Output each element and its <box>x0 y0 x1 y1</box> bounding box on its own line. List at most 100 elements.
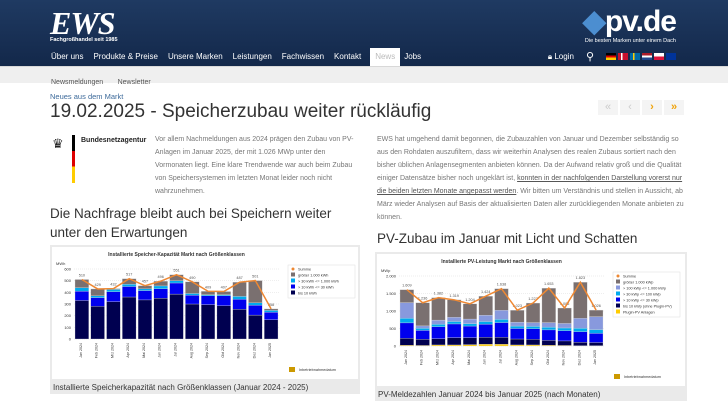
legend-swatch <box>616 297 620 302</box>
german-flag-bar <box>72 135 75 183</box>
x-tick-label: Jan 2025 <box>268 343 272 358</box>
login-link[interactable]: 🔒︎ Login <box>547 51 574 61</box>
data-label: 429 <box>94 283 100 287</box>
bar-segment <box>264 319 279 340</box>
bar-segment <box>137 290 152 301</box>
bar-segment <box>90 306 105 340</box>
x-tick-label: Apr 2024 <box>126 343 130 358</box>
figure-pv: Installierte PV-Leistung Markt nach Größ… <box>375 252 687 401</box>
x-tick-label: Jul 2024 <box>499 350 503 364</box>
bar-segment <box>74 300 89 340</box>
x-tick-label: Jun 2024 <box>483 350 487 365</box>
data-label: 258 <box>268 303 274 307</box>
nav-fachwissen[interactable]: Fachwissen <box>281 52 325 61</box>
bar-segment <box>494 310 509 320</box>
flag-dk-icon[interactable] <box>618 53 628 60</box>
bar-segment <box>399 318 414 324</box>
data-label: 517 <box>126 273 132 277</box>
bar-segment <box>431 324 446 327</box>
x-tick-label: Aug 2024 <box>189 343 193 358</box>
bar-segment <box>510 325 525 329</box>
chart-title: Installierte PV-Leistung Markt nach Größ… <box>441 259 562 265</box>
y-tick-label: 300 <box>64 302 71 307</box>
bar-segment <box>557 330 572 342</box>
bar-segment <box>185 293 200 296</box>
bar-segment <box>415 330 430 340</box>
nav-über-uns[interactable]: Über uns <box>51 52 84 61</box>
legend-swatch <box>291 284 295 289</box>
legend-item: größer 1.000 kWh <box>298 274 328 278</box>
bar-segment <box>573 282 588 319</box>
legend-item: > 30 kWh <= 1.000 kWh <box>298 280 339 284</box>
bar-segment <box>137 299 152 340</box>
bar-segment <box>589 316 604 330</box>
sum-line <box>406 280 597 312</box>
y-tick-label: 1.000 <box>386 309 397 314</box>
data-label: 1.823 <box>576 276 586 280</box>
bar-segment <box>106 289 121 292</box>
y-tick-label: 0 <box>394 344 397 349</box>
bar-segment <box>447 317 462 322</box>
nav-news[interactable]: News <box>370 48 401 66</box>
nav-kontakt[interactable]: Kontakt <box>334 52 362 61</box>
bar-segment <box>216 294 231 296</box>
bar-segment <box>399 302 414 319</box>
data-label: 551 <box>173 269 179 273</box>
bar-segment <box>526 328 541 340</box>
bar-segment <box>462 344 477 347</box>
last-button[interactable]: » <box>664 100 684 115</box>
breadcrumb[interactable]: Neues aus dem Markt <box>50 92 124 101</box>
first-button[interactable]: « <box>598 100 618 115</box>
bar-segment <box>431 344 446 347</box>
bar-segment <box>90 295 105 298</box>
flag-nl-icon[interactable] <box>642 53 652 60</box>
x-tick-label: Okt 2024 <box>221 343 225 358</box>
flag-pl-icon[interactable] <box>654 53 664 60</box>
data-label: 1.424 <box>481 290 491 294</box>
y-tick-label: 100 <box>64 325 71 330</box>
chart-footer: Inbetriebnahmedatum <box>624 375 661 379</box>
bar-segment <box>573 331 588 343</box>
flag-de-icon[interactable] <box>606 53 616 60</box>
nav-unsere-marken[interactable]: Unsere Marken <box>167 52 223 61</box>
legend-box <box>287 264 356 299</box>
search-icon[interactable]: ⚲ <box>585 51 594 63</box>
nav-produkte-preise[interactable]: Produkte & Preise <box>93 52 158 61</box>
data-label: 490 <box>189 276 195 280</box>
bar-segment <box>541 322 556 328</box>
bar-segment <box>447 323 462 338</box>
nav-jobs[interactable]: Jobs <box>404 52 422 61</box>
data-label: 1.609 <box>402 284 412 288</box>
ews-logo[interactable]: EWS Fachgroßhandel seit 1985 <box>50 5 118 43</box>
next-button[interactable]: › <box>642 100 662 115</box>
bar-segment <box>415 328 430 331</box>
bar-segment <box>216 295 231 306</box>
bar-segment <box>122 296 137 340</box>
bar-segment <box>169 293 184 340</box>
data-label: 1.085 <box>560 302 570 306</box>
prev-button[interactable]: ‹ <box>620 100 640 115</box>
flag-se-icon[interactable] <box>630 53 640 60</box>
nav-leistungen[interactable]: Leistungen <box>232 52 272 61</box>
pv-chart[interactable]: Installierte PV-Leistung Markt nach Größ… <box>377 254 685 386</box>
y-tick-label: 400 <box>64 290 71 295</box>
subnav-newsletter[interactable]: Newsletter <box>117 79 151 86</box>
bar-segment <box>557 307 572 324</box>
subnav-newsmeldungen[interactable]: Newsmeldungen <box>51 79 104 86</box>
legend-item: bis 10 kWp (ohne Plugin-PV) <box>623 305 672 309</box>
bar-segment <box>589 333 604 343</box>
bar-segment <box>478 315 493 322</box>
logo-icon <box>289 367 295 372</box>
bar-segment <box>122 286 137 298</box>
data-label: 1.653 <box>544 282 554 286</box>
bar-segment <box>510 338 525 346</box>
bar-segment <box>90 297 105 307</box>
flag-eu-icon[interactable] <box>666 53 676 60</box>
storage-chart[interactable]: Installierte Speicher-Kapazität Markt na… <box>52 247 358 379</box>
bar-segment <box>90 288 105 296</box>
bar-segment <box>399 289 414 303</box>
bar-segment <box>541 329 556 341</box>
body-link[interactable]: konnten in der nachfolgenden Darstellung… <box>377 175 683 195</box>
pv-de-logo[interactable]: ◆pv.de Die besten Marken unter einem Dac… <box>582 5 677 45</box>
heading-left: Die Nachfrage bleibt auch bei Speichern … <box>50 206 332 240</box>
